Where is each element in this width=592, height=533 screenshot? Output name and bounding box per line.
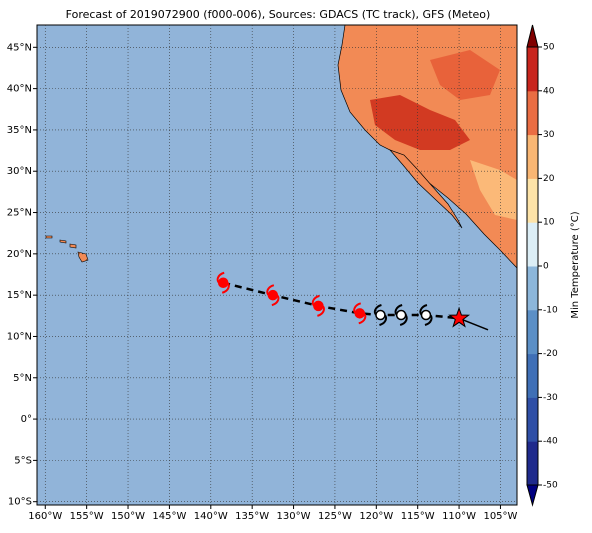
- current-position: [448, 306, 471, 328]
- storm-center: [313, 300, 324, 312]
- colorbar-tick-label: -10: [543, 305, 558, 315]
- colorbar-tick-label: 50: [543, 43, 555, 53]
- y-tick-label: 15°N: [7, 290, 32, 301]
- colorbar-tick-label: 40: [543, 86, 555, 96]
- y-tick-label: 40°N: [7, 84, 32, 95]
- colorbar-tick-label: -40: [543, 437, 558, 447]
- colorbar-band: [527, 397, 538, 442]
- colorbar-band: [527, 222, 538, 267]
- x-tick-label: 105°W: [483, 511, 517, 522]
- x-tick-label: 135°W: [235, 511, 269, 522]
- colorbar-band: [527, 47, 538, 92]
- title: Forecast of 2019072900 (f000-006), Sourc…: [66, 8, 491, 21]
- y-tick-label: 20°N: [7, 249, 32, 260]
- x-tick-label: 110°W: [442, 511, 476, 522]
- y-tick-label: 10°N: [7, 331, 32, 342]
- y-tick-label: 10°S: [8, 497, 32, 508]
- y-tick-label: 5°S: [14, 455, 32, 466]
- colorbar-band: [527, 90, 538, 136]
- colorbar-tick-label: -20: [543, 349, 558, 359]
- forecast-line: [458, 317, 489, 331]
- colorbar-extend: [526, 24, 539, 48]
- x-tick-label: 130°W: [277, 511, 311, 522]
- colorbar-band: [527, 266, 538, 311]
- storm-center: [395, 309, 407, 321]
- colorbar-tick-label: 30: [543, 130, 555, 140]
- storm-center: [267, 289, 279, 301]
- y-tick-label: 5°N: [13, 373, 32, 384]
- y-tick-label: 30°N: [7, 166, 32, 177]
- colorbar-tick-label: -30: [543, 393, 558, 403]
- x-tick-label: 150°W: [111, 511, 145, 522]
- x-tick-label: 145°W: [152, 511, 186, 522]
- storm-center: [420, 309, 432, 321]
- x-tick-label: 155°W: [70, 511, 104, 522]
- colorbar-tick-label: -50: [543, 481, 558, 491]
- colorbar-label: Min Temperature (°C): [570, 211, 581, 318]
- y-tick-label: 0°: [21, 414, 32, 425]
- colorbar-tick-label: 0: [543, 262, 549, 272]
- storm-center: [375, 309, 386, 321]
- track-line: [222, 281, 460, 320]
- y-tick-label: 25°N: [7, 208, 32, 219]
- x-tick-label: 125°W: [318, 511, 352, 522]
- x-tick-label: 160°W: [28, 511, 62, 522]
- y-tick-label: 35°N: [7, 125, 32, 136]
- colorbar-tick-label: 10: [543, 218, 555, 228]
- x-tick-label: 120°W: [359, 511, 393, 522]
- map-frame: [36, 24, 518, 506]
- colorbar-band: [527, 309, 538, 355]
- colorbar-extend: [526, 484, 539, 507]
- storm-center: [354, 308, 366, 319]
- x-tick-label: 140°W: [194, 511, 228, 522]
- colorbar-band: [527, 134, 538, 179]
- colorbar-band: [527, 441, 538, 486]
- y-tick-label: 45°N: [7, 42, 32, 53]
- colorbar-band: [527, 178, 538, 223]
- land: [45, 24, 518, 269]
- storm-center: [217, 277, 229, 289]
- colorbar-tick-label: 20: [543, 174, 555, 184]
- colorbar-band: [527, 353, 538, 398]
- x-tick-label: 115°W: [401, 511, 435, 522]
